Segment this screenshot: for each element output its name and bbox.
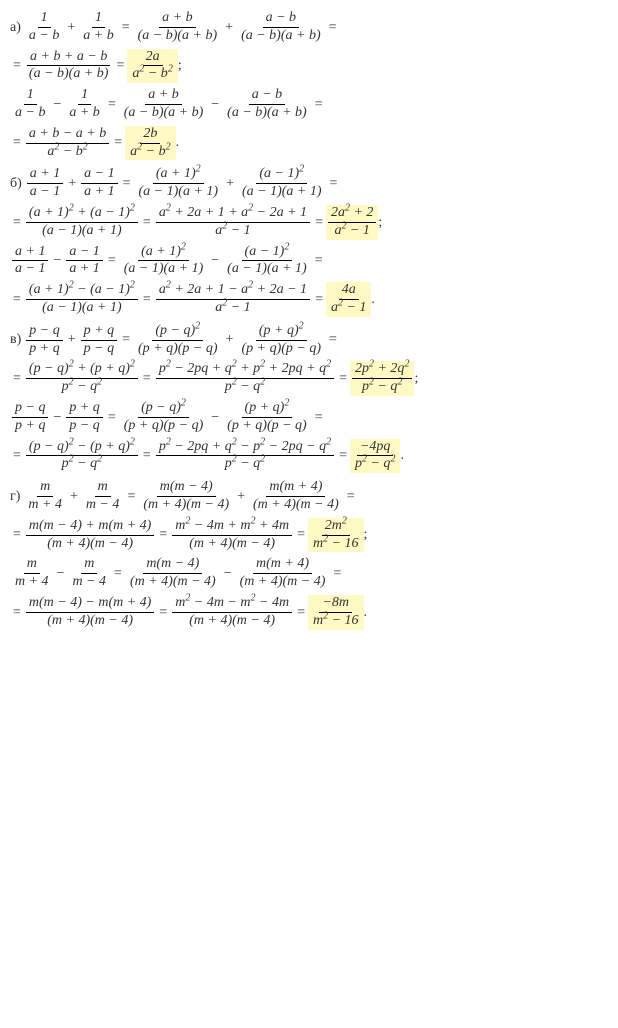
- line-c4: = (p − q)2 − (p + q)2p2 − q2 = p2 − 2pq …: [10, 439, 608, 474]
- label-a: а): [10, 15, 21, 40]
- fraction: (a + 1)2 + (a − 1)2(a − 1)(a + 1): [26, 205, 138, 240]
- line-d2: = m(m − 4) + m(m + 4)(m + 4)(m − 4) = m2…: [10, 518, 608, 553]
- fraction: p − qp + q: [26, 323, 62, 358]
- fraction: m(m + 4)(m + 4)(m − 4): [237, 556, 329, 591]
- line-a2: = a + b + a − b(a − b)(a + b) = 2aa2 − b…: [10, 49, 608, 84]
- line-d3: mm + 4 − mm − 4 = m(m − 4)(m + 4)(m − 4)…: [10, 556, 608, 591]
- result-highlight: 2p2 + 2q2p2 − q2: [350, 361, 414, 396]
- problem-c: в) p − qp + q + p + qp − q = (p − q)2(p …: [10, 323, 608, 473]
- fraction: (a + 1)2(a − 1)(a + 1): [121, 244, 207, 279]
- line-a3: 1a − b − 1a + b = a + b(a − b)(a + b) − …: [10, 87, 608, 122]
- line-c1: в) p − qp + q + p + qp − q = (p − q)2(p …: [10, 323, 608, 358]
- fraction: m2 − 4m + m2 + 4m(m + 4)(m − 4): [172, 518, 292, 553]
- fraction: −8mm2 − 16: [310, 595, 362, 630]
- line-d4: = m(m − 4) − m(m + 4)(m + 4)(m − 4) = m2…: [10, 595, 608, 630]
- fraction: 4aa2 − 1: [328, 282, 369, 317]
- fraction: (p + q)2(p + q)(p − q): [238, 323, 324, 358]
- result-highlight: 2m2m2 − 16: [308, 518, 364, 553]
- fraction: a + b(a − b)(a + b): [135, 10, 221, 45]
- fraction: a + b(a − b)(a + b): [121, 87, 207, 122]
- fraction: m2 − 4m − m2 − 4m(m + 4)(m − 4): [172, 595, 292, 630]
- fraction: a2 + 2a + 1 − a2 + 2a − 1a2 − 1: [156, 282, 310, 317]
- label-d: г): [10, 484, 20, 509]
- fraction: (p + q)2(p + q)(p − q): [224, 400, 310, 435]
- fraction: a + b + a − b(a − b)(a + b): [26, 49, 112, 84]
- fraction: mm + 4: [12, 556, 52, 591]
- fraction: p2 − 2pq + q2 + p2 + 2pq + q2p2 − q2: [156, 361, 334, 396]
- fraction: −4pqp2 − q2: [352, 439, 398, 474]
- fraction: (a − 1)2(a − 1)(a + 1): [224, 244, 310, 279]
- label-b: б): [10, 171, 22, 196]
- line-b4: = (a + 1)2 − (a − 1)2(a − 1)(a + 1) = a2…: [10, 282, 608, 317]
- line-c2: = (p − q)2 + (p + q)2p2 − q2 = p2 − 2pq …: [10, 361, 608, 396]
- fraction: m(m − 4) − m(m + 4)(m + 4)(m − 4): [26, 595, 154, 630]
- fraction: mm − 4: [83, 479, 123, 514]
- fraction: p − qp + q: [12, 400, 48, 435]
- result-highlight: 2aa2 − b2: [127, 49, 177, 84]
- result-highlight: −4pqp2 − q2: [350, 439, 400, 474]
- fraction: mm − 4: [69, 556, 109, 591]
- fraction: 2aa2 − b2: [129, 49, 175, 84]
- label-c: в): [10, 327, 21, 352]
- fraction: m(m − 4)(m + 4)(m − 4): [127, 556, 219, 591]
- fraction: a − b(a − b)(a + b): [238, 10, 324, 45]
- fraction: (p − q)2(p + q)(p − q): [121, 400, 207, 435]
- result-highlight: 4aa2 − 1: [326, 282, 371, 317]
- fraction: a − 1a + 1: [81, 166, 117, 201]
- line-b1: б) a + 1a − 1 + a − 1a + 1 = (a + 1)2(a …: [10, 166, 608, 201]
- result-highlight: 2a2 + 2a2 − 1: [326, 205, 378, 240]
- fraction: 1a − b: [26, 10, 62, 45]
- fraction: m(m + 4)(m + 4)(m − 4): [250, 479, 342, 514]
- fraction: a2 + 2a + 1 + a2 − 2a + 1a2 − 1: [156, 205, 310, 240]
- fraction: 2ba2 − b2: [127, 126, 173, 161]
- fraction: (p − q)2 + (p + q)2p2 − q2: [26, 361, 138, 396]
- fraction: 1a + b: [80, 10, 116, 45]
- fraction: a + 1a − 1: [12, 244, 48, 279]
- fraction: (a + 1)2 − (a − 1)2(a − 1)(a + 1): [26, 282, 138, 317]
- line-c3: p − qp + q − p + qp − q = (p − q)2(p + q…: [10, 400, 608, 435]
- fraction: a − b(a − b)(a + b): [224, 87, 310, 122]
- fraction: 1a + b: [66, 87, 102, 122]
- problem-a: а) 1a − b + 1a + b = a + b(a − b)(a + b)…: [10, 10, 608, 160]
- fraction: a + b − a + ba2 − b2: [26, 126, 109, 161]
- result-highlight: −8mm2 − 16: [308, 595, 364, 630]
- fraction: (a − 1)2(a − 1)(a + 1): [239, 166, 325, 201]
- fraction: 1a − b: [12, 87, 48, 122]
- fraction: p + qp − q: [66, 400, 102, 435]
- line-a4: = a + b − a + ba2 − b2 = 2ba2 − b2 .: [10, 126, 608, 161]
- line-b2: = (a + 1)2 + (a − 1)2(a − 1)(a + 1) = a2…: [10, 205, 608, 240]
- fraction: (p − q)2(p + q)(p − q): [135, 323, 221, 358]
- problem-b: б) a + 1a − 1 + a − 1a + 1 = (a + 1)2(a …: [10, 166, 608, 316]
- problem-d: г) mm + 4 + mm − 4 = m(m − 4)(m + 4)(m −…: [10, 479, 608, 629]
- line-a1: а) 1a − b + 1a + b = a + b(a − b)(a + b)…: [10, 10, 608, 45]
- fraction: 2a2 + 2a2 − 1: [328, 205, 376, 240]
- fraction: (p − q)2 − (p + q)2p2 − q2: [26, 439, 138, 474]
- fraction: a + 1a − 1: [27, 166, 63, 201]
- fraction: m(m − 4) + m(m + 4)(m + 4)(m − 4): [26, 518, 154, 553]
- fraction: (a + 1)2(a − 1)(a + 1): [136, 166, 222, 201]
- fraction: 2m2m2 − 16: [310, 518, 362, 553]
- fraction: p2 − 2pq + q2 − p2 − 2pq − q2p2 − q2: [156, 439, 334, 474]
- result-highlight: 2ba2 − b2: [125, 126, 175, 161]
- fraction: mm + 4: [25, 479, 65, 514]
- fraction: a − 1a + 1: [66, 244, 102, 279]
- fraction: p + qp − q: [81, 323, 117, 358]
- fraction: m(m − 4)(m + 4)(m − 4): [140, 479, 232, 514]
- line-b3: a + 1a − 1 − a − 1a + 1 = (a + 1)2(a − 1…: [10, 244, 608, 279]
- fraction: 2p2 + 2q2p2 − q2: [352, 361, 412, 396]
- line-d1: г) mm + 4 + mm − 4 = m(m − 4)(m + 4)(m −…: [10, 479, 608, 514]
